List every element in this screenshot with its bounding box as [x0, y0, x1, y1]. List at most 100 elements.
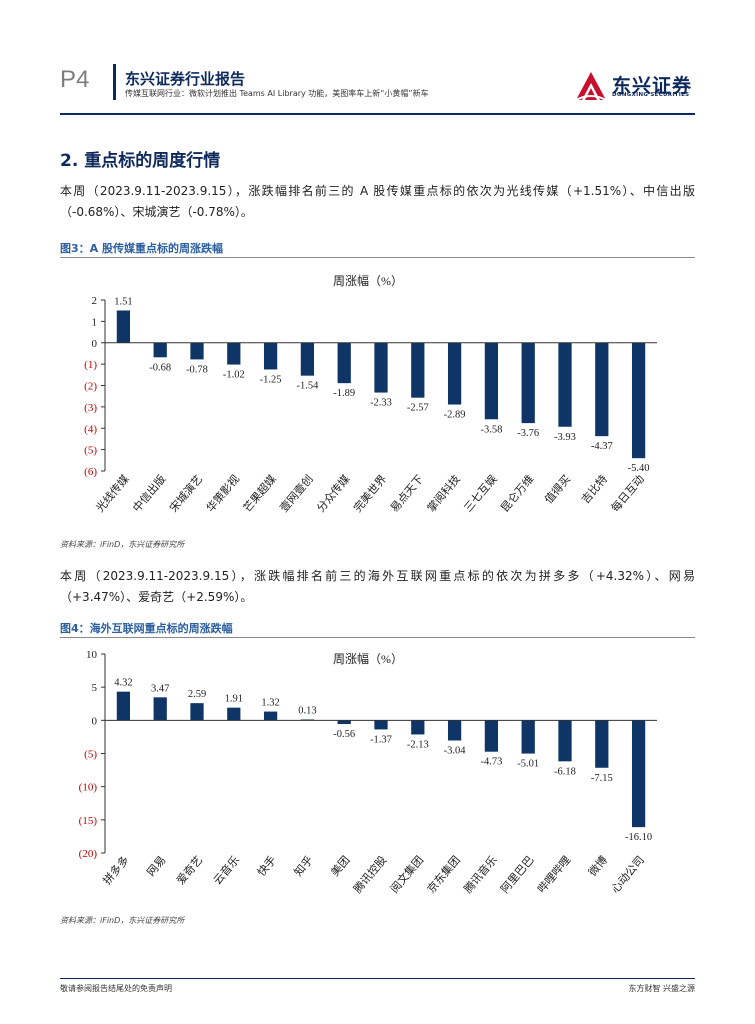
category-label: 芒果超媒 [240, 472, 279, 515]
report-subtitle: 传媒互联网行业：微软计划推出 Teams AI Library 功能，美图率车上… [125, 89, 429, 98]
data-label: -3.58 [480, 424, 502, 435]
chart-a-share-weekly-change: 周涨幅（%） 2 1 0 (1) (2) (3) (4) (5) (6) 1.51 光线传媒 -0.68… [84, 273, 657, 515]
category-label: 爱奇艺 [174, 854, 205, 888]
category-label: 微博 [585, 853, 610, 879]
data-label: -7.15 [591, 773, 613, 784]
report-title: 东兴证券行业报告 [125, 70, 246, 88]
category-label: 中信出版 [129, 472, 168, 515]
header-rule [60, 113, 695, 115]
bar [447, 342, 462, 405]
bar [227, 707, 241, 721]
bar [374, 720, 388, 730]
bar [227, 342, 241, 365]
category-label: 壹网壹创 [277, 473, 315, 515]
category-label: 阿里巴巴 [498, 854, 536, 896]
y-tick-label: 2 [92, 295, 98, 307]
category-label: 掌阅科技 [424, 472, 463, 515]
bar [337, 720, 351, 725]
category-label: 三七互娱 [461, 472, 500, 515]
data-label: -3.93 [554, 432, 576, 443]
data-label: -0.56 [333, 729, 355, 740]
section-title: 2. 重点标的周度行情 [60, 151, 221, 171]
data-label: 1.91 [225, 694, 243, 705]
y-tick-label: (6) [84, 466, 97, 478]
chart-overseas-weekly-change: 周涨幅（%） 10 5 0 (5) (10) (15) (20) 4.32 拼多多 3.47 网易 2.… [79, 649, 657, 896]
y-tick-label: (20) [79, 848, 98, 860]
category-label: 心动公司 [609, 854, 647, 896]
figure-3-title: 图3：A 股传媒重点标的周涨跌幅 [60, 242, 223, 255]
figure-4-rule [60, 637, 695, 638]
bar [263, 342, 278, 370]
y-tick-label: (4) [84, 423, 97, 435]
paragraph-overseas: 本周（2023.9.11-2023.9.15），涨跌幅排名前三的海外互联网重点标… [60, 569, 695, 604]
bar [190, 342, 204, 360]
y-tick-label: 1 [92, 316, 98, 328]
bar [263, 711, 278, 721]
data-label: -1.54 [296, 381, 319, 392]
bar [411, 720, 425, 735]
category-label: 拼多多 [100, 853, 132, 887]
category-label: 昆仑万维 [497, 472, 536, 515]
data-label: -6.18 [554, 766, 576, 777]
bar [374, 342, 388, 393]
data-label: -1.02 [223, 370, 245, 381]
bar [484, 720, 499, 752]
y-tick-label: (1) [84, 359, 97, 371]
bar [337, 342, 351, 384]
category-label: 华策影视 [203, 472, 242, 515]
data-label: -5.40 [628, 463, 650, 474]
data-label: -1.89 [333, 388, 355, 399]
y-tick-label: 0 [92, 715, 98, 727]
y-tick-label: (5) [84, 749, 97, 761]
bar [631, 720, 646, 828]
data-label: -2.57 [407, 403, 429, 414]
logo-english: DONGXING SECURITIES [612, 92, 690, 98]
chart-title: 周涨幅（%） [333, 651, 403, 666]
chart-title: 周涨幅（%） [333, 273, 403, 288]
y-tick-label: (5) [84, 445, 97, 457]
category-label: 分众传媒 [314, 473, 352, 515]
category-label: 光线传媒 [93, 472, 132, 515]
page-number: P4 [60, 66, 90, 93]
y-tick-label: 10 [86, 649, 98, 661]
bar [595, 720, 609, 768]
bar [411, 342, 425, 398]
paragraph-a-share: 本周（2023.9.11-2023.9.15），涨跌幅排名前三的 A 股传媒重点… [60, 184, 695, 219]
data-label: -3.76 [517, 428, 539, 439]
data-label: 0.13 [298, 705, 316, 716]
bar [116, 691, 131, 721]
footer-disclaimer: 敬请参阅报告结尾处的免责声明 [60, 984, 172, 993]
category-label: 完美世界 [350, 472, 389, 515]
category-label: 易点天下 [388, 473, 426, 515]
figure-3-rule [60, 257, 695, 258]
category-label: 宋城演艺 [166, 472, 205, 515]
figure-3-source: 资料来源：iFinD，东兴证券研究所 [60, 540, 185, 549]
header-divider [113, 64, 116, 100]
category-label: 值得买 [542, 473, 573, 507]
category-label: 哔哩哔哩 [535, 854, 573, 896]
category-label: 京东集团 [424, 853, 463, 896]
bar [631, 342, 646, 459]
bar [153, 342, 167, 358]
category-label: 网易 [144, 854, 168, 879]
figure-4-source: 资料来源：iFinD，东兴证券研究所 [60, 916, 185, 925]
data-label: -2.33 [370, 398, 392, 409]
category-label: 美团 [328, 854, 352, 879]
data-label: -0.68 [149, 362, 171, 373]
category-label: 快手 [254, 853, 279, 879]
data-label: -2.89 [444, 410, 466, 421]
y-tick-label: 5 [92, 682, 98, 694]
footer-rule [60, 978, 695, 979]
category-label: 云音乐 [210, 853, 242, 887]
bar [300, 342, 315, 376]
y-tick-label: (10) [79, 782, 98, 794]
data-label: -4.73 [480, 757, 502, 768]
data-label: 4.32 [114, 678, 132, 689]
y-tick-label: (2) [84, 381, 97, 393]
category-label: 腾讯控股 [350, 853, 389, 896]
figure-4-title: 图4：海外互联网重点标的周涨跌幅 [60, 622, 233, 635]
bar [153, 697, 167, 721]
data-label: -5.01 [517, 759, 539, 770]
data-label: -1.37 [370, 734, 392, 745]
data-label: 1.51 [114, 296, 132, 307]
